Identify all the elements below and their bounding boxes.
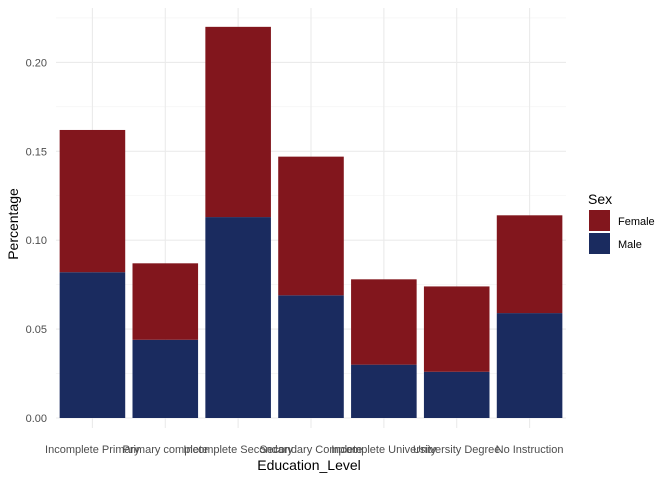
plot-panel xyxy=(56,8,566,428)
y-tick-label: 0.10 xyxy=(26,235,47,247)
x-tick-label: Secondary Complete xyxy=(260,444,363,456)
bar-male xyxy=(423,371,490,418)
bar-female xyxy=(205,26,271,218)
legend-swatch xyxy=(589,233,610,254)
x-tick-label: Incomplete University xyxy=(331,444,437,456)
bar-female xyxy=(351,279,417,365)
y-axis-title: Percentage xyxy=(5,188,21,260)
x-tick-label: No Instruction xyxy=(496,444,564,456)
legend: Sex Female Male xyxy=(588,191,655,254)
bar-female xyxy=(423,286,490,372)
bar-female xyxy=(278,156,344,296)
y-axis-ticks: 0.00 0.05 0.10 0.15 0.20 xyxy=(26,57,47,425)
bar-group xyxy=(59,26,563,418)
bar-female xyxy=(496,215,563,314)
bar-male xyxy=(496,313,563,418)
bar-male xyxy=(205,217,271,418)
y-tick-label: 0.00 xyxy=(26,413,47,425)
y-tick-label: 0.15 xyxy=(26,146,47,158)
x-tick-label: University Degree xyxy=(413,444,500,456)
bar-female xyxy=(132,263,199,340)
y-tick-label: 0.20 xyxy=(26,57,47,69)
y-tick-label: 0.05 xyxy=(26,324,47,336)
x-axis-title: Education_Level xyxy=(257,457,361,473)
bar-male xyxy=(132,339,199,418)
legend-label: Male xyxy=(618,239,642,251)
bar-male xyxy=(278,295,344,418)
x-tick-label: Primary complete xyxy=(122,444,208,456)
legend-label: Female xyxy=(618,216,655,228)
x-tick-label: Incomplete Primary xyxy=(45,444,140,456)
bar-male xyxy=(351,364,417,418)
legend-title: Sex xyxy=(588,191,612,207)
x-tick-label: Incomplete Secondary xyxy=(183,444,293,456)
legend-items: Female Male xyxy=(589,210,655,254)
bar-male xyxy=(59,272,126,418)
legend-swatch xyxy=(589,210,610,231)
bar-female xyxy=(59,129,126,273)
